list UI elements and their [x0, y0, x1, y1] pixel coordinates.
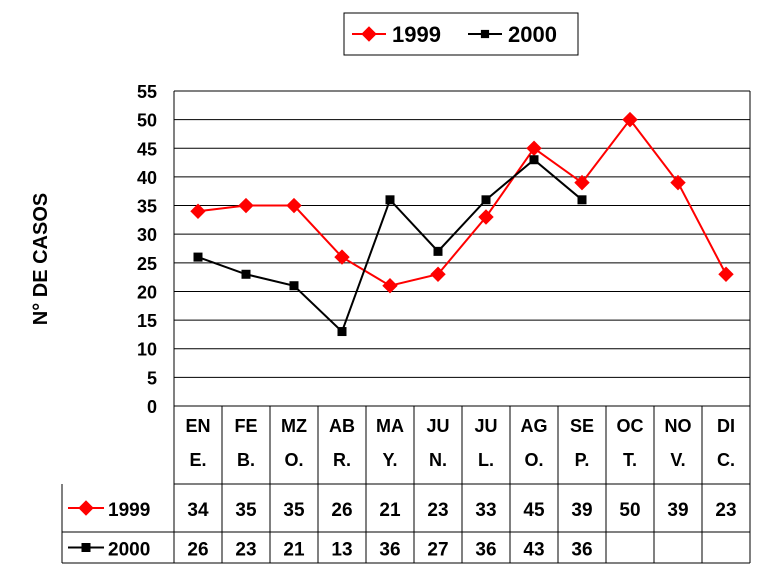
y-tick-label: 45 — [137, 139, 157, 159]
data-point-1999 — [430, 266, 446, 282]
y-tick-label: 55 — [137, 82, 157, 102]
table-cell-value: 23 — [235, 540, 256, 561]
y-tick-label: 50 — [137, 111, 157, 131]
table-cell-value: 39 — [571, 500, 592, 521]
category-label: O. — [284, 450, 303, 470]
category-label: C. — [717, 450, 735, 470]
data-point-1999 — [526, 140, 542, 156]
table-cell-value: 43 — [523, 540, 544, 561]
data-point-1999 — [190, 203, 206, 219]
category-label: JU — [474, 416, 497, 436]
table-cell-value: 34 — [187, 500, 209, 521]
data-table-grid — [61, 406, 751, 564]
table-cell-value: 33 — [475, 500, 496, 521]
data-point-2000 — [529, 155, 539, 165]
table-cell-value: 36 — [571, 540, 592, 561]
data-point-2000 — [433, 246, 443, 256]
table-cell-value: 21 — [283, 540, 305, 561]
legend-marker-2000 — [480, 29, 490, 39]
table-key-marker-2000 — [81, 543, 91, 552]
series-lines — [190, 111, 734, 337]
category-label: N. — [429, 450, 447, 470]
y-tick-label: 30 — [137, 225, 157, 245]
legend-marker-1999 — [361, 26, 377, 42]
category-label: B. — [237, 450, 255, 470]
legend-label: 2000 — [508, 22, 557, 47]
category-label: L. — [478, 450, 494, 470]
category-label: P. — [575, 450, 590, 470]
legend-label: 1999 — [392, 22, 441, 47]
table-cell-value: 36 — [379, 540, 400, 561]
y-axis-label: N° DE CASOS — [30, 193, 52, 325]
data-point-1999 — [670, 174, 686, 191]
data-point-1999 — [286, 197, 302, 214]
category-label: JU — [426, 416, 449, 436]
table-cell-value: 35 — [235, 500, 257, 521]
table-cell-value: 35 — [283, 500, 305, 521]
table-cell-value: 26 — [331, 500, 352, 521]
data-point-2000 — [577, 195, 587, 205]
table-row-label: 1999 — [108, 500, 150, 521]
data-point-1999 — [238, 197, 254, 214]
category-label: AB — [329, 416, 355, 436]
category-label: O. — [524, 450, 543, 470]
category-label: OC — [617, 416, 644, 436]
y-tick-label: 0 — [147, 397, 157, 417]
data-point-2000 — [337, 327, 347, 337]
category-label: DI — [717, 416, 735, 436]
table-cell-value: 36 — [475, 540, 496, 561]
table-cell-value: 13 — [331, 540, 352, 561]
category-label: MA — [376, 416, 404, 436]
data-point-1999 — [574, 174, 590, 191]
data-point-2000 — [385, 195, 395, 205]
data-point-1999 — [334, 249, 350, 265]
data-table-values: 1999 34 35 35 26 21 23 33 45 39 50 39 23 2000 26 23 21 13… — [68, 500, 737, 561]
category-label: NO — [665, 416, 692, 436]
y-axis-ticks: 0 5 10 15 20 25 30 35 40 45 50 55 — [137, 82, 157, 417]
table-cell-value: 26 — [187, 540, 208, 561]
category-label: R. — [333, 450, 351, 470]
series-line-1999 — [197, 117, 727, 287]
category-label: EN — [185, 416, 210, 436]
y-tick-label: 20 — [137, 282, 157, 302]
series-line-2000 — [197, 158, 583, 334]
data-point-2000 — [241, 269, 251, 279]
data-point-1999 — [478, 209, 494, 225]
category-label: FE — [234, 416, 257, 436]
data-point-1999 — [622, 111, 638, 128]
category-label: V. — [670, 450, 685, 470]
category-label: SE — [570, 416, 594, 436]
category-label: AG — [521, 416, 548, 436]
y-tick-label: 40 — [137, 168, 157, 188]
table-cell-value: 21 — [379, 500, 401, 521]
table-cell-value: 27 — [427, 540, 448, 561]
category-label: Y. — [382, 450, 397, 470]
category-label: MZ — [281, 416, 307, 436]
y-tick-label: 15 — [137, 311, 157, 331]
y-tick-label: 5 — [147, 368, 157, 388]
y-tick-label: 25 — [137, 254, 157, 274]
y-tick-label: 10 — [137, 340, 157, 360]
table-cell-value: 45 — [523, 500, 545, 521]
table-cell-value: 23 — [427, 500, 448, 521]
category-labels: EN E. FE B. MZ O. AB R. MA Y. JU N. JU L. AG O. SE P. OC T.… — [185, 416, 735, 470]
category-label: E. — [189, 450, 206, 470]
table-row-label: 2000 — [108, 540, 150, 561]
gridlines — [173, 90, 751, 407]
data-point-2000 — [193, 252, 203, 262]
category-label: T. — [623, 450, 637, 470]
table-cell-value: 23 — [715, 500, 736, 521]
data-point-2000 — [481, 195, 491, 205]
data-point-1999 — [382, 278, 398, 294]
table-cell-value: 50 — [619, 500, 640, 521]
data-point-1999 — [718, 266, 734, 282]
table-cell-value: 39 — [667, 500, 688, 521]
legend: 1999 2000 — [343, 12, 579, 56]
data-point-2000 — [289, 281, 299, 291]
table-key-marker-1999 — [78, 500, 94, 516]
y-tick-label: 35 — [137, 197, 157, 217]
